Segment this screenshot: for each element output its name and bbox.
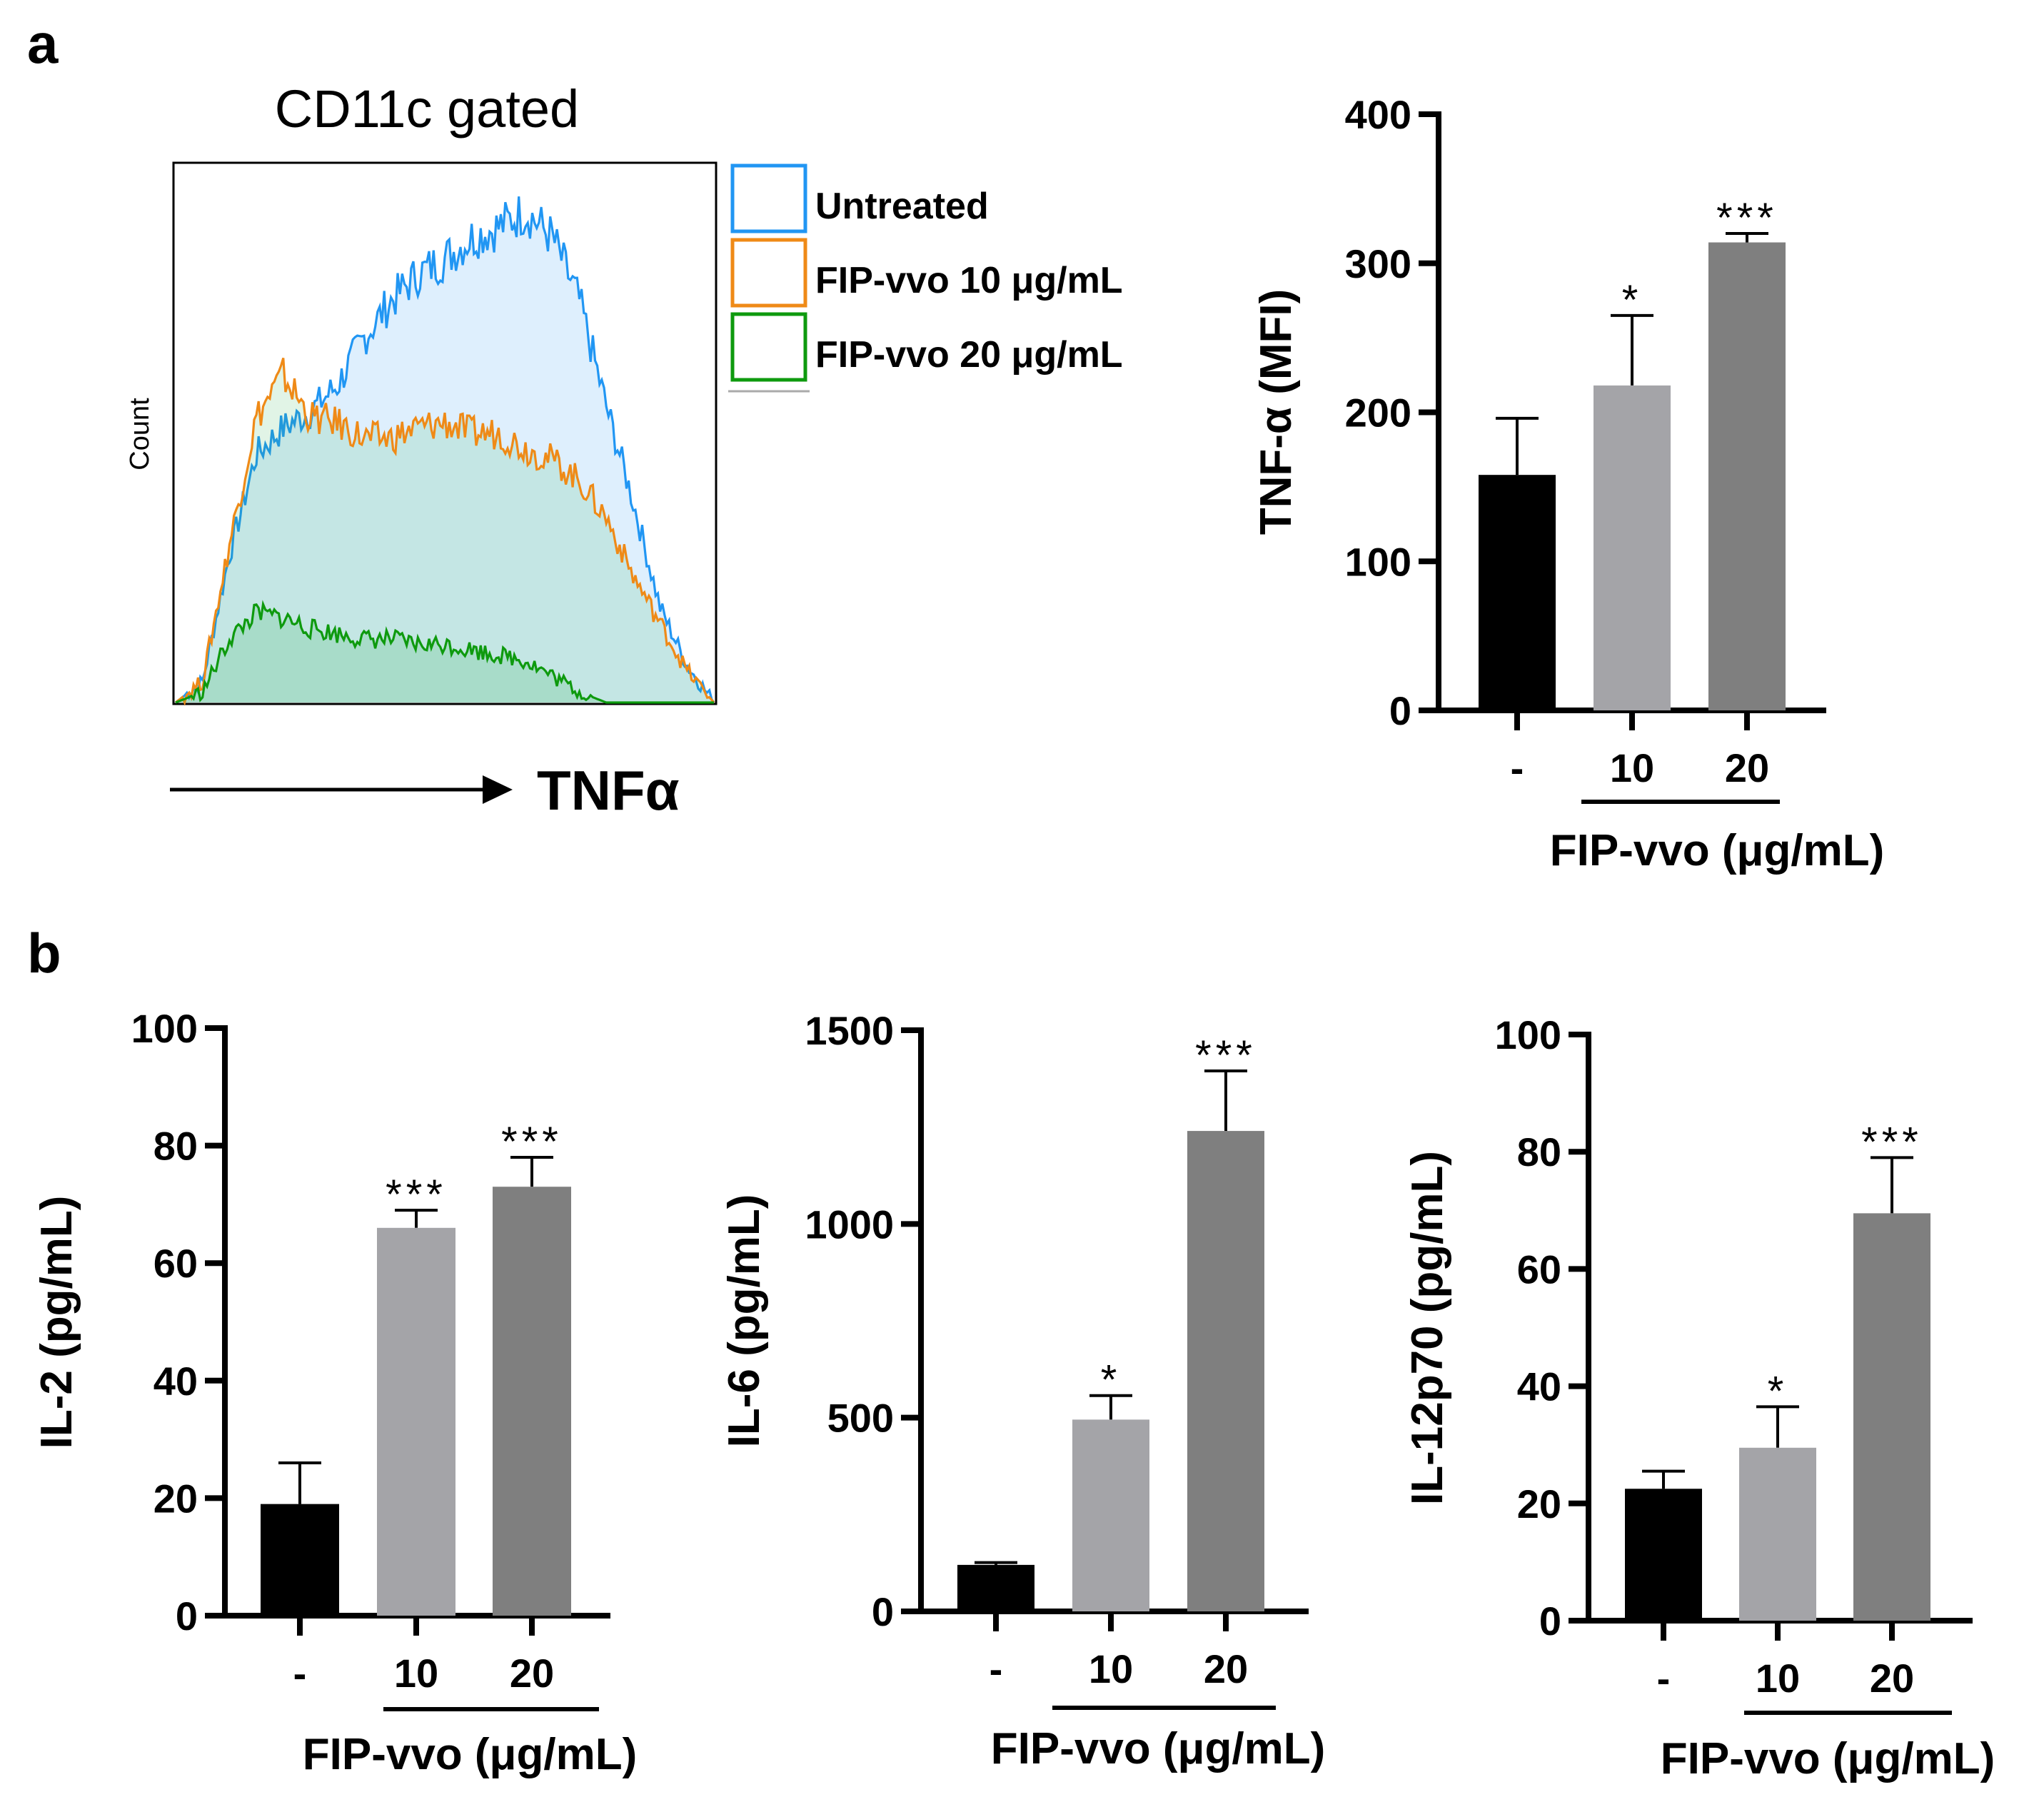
histogram-panel: CD11c gated Count Untreated FIP-vvo 10 μg… xyxy=(125,79,1123,822)
il2-x-tick-label-2: 20 xyxy=(510,1651,554,1696)
il2-y-tick-label-4: 80 xyxy=(153,1124,198,1169)
il6-significance-1: * xyxy=(1101,1357,1122,1404)
tnf-y-tick-label-1: 100 xyxy=(1345,539,1411,584)
il2-x-tick-label-0: - xyxy=(293,1651,307,1696)
il6-bar-1 xyxy=(1072,1419,1149,1611)
il2-x-tick-label-1: 10 xyxy=(394,1651,438,1696)
il2-y-tick-label-0: 0 xyxy=(176,1594,198,1639)
il12-y-tick-label-4: 80 xyxy=(1517,1129,1561,1174)
il12-x-label: FIP-vvo (μg/mL) xyxy=(1661,1734,1995,1783)
panel-a-label: a xyxy=(27,12,59,75)
il12-y-tick-label-0: 0 xyxy=(1539,1599,1561,1644)
il6-y-tick-label-1: 500 xyxy=(827,1396,894,1441)
il12-y-tick-label-5: 100 xyxy=(1495,1012,1561,1057)
il6-bar-2 xyxy=(1187,1131,1264,1611)
il6-x-tick-label-1: 10 xyxy=(1089,1646,1133,1691)
il6-x-tick-label-0: - xyxy=(990,1646,1003,1691)
il2-y-tick-label-2: 40 xyxy=(153,1359,198,1404)
il2-bar-1 xyxy=(377,1227,455,1616)
tnf-y-label: TNF-α (MFI) xyxy=(1252,289,1301,535)
il2-y-tick-label-5: 100 xyxy=(131,1006,198,1051)
tnf-y-tick-label-0: 0 xyxy=(1389,688,1411,733)
histogram-areas xyxy=(174,196,715,706)
tnf-y-tick-label-4: 400 xyxy=(1345,92,1411,137)
il12-bar-0 xyxy=(1625,1489,1702,1621)
tnf-chart: 0 100 200 300 400 - 10 * 20 *** FIP-vvo (μg/mL) TNF… xyxy=(1252,92,1884,875)
il6-y-tick-label-0: 0 xyxy=(872,1589,894,1634)
il2-chart: 0 20 40 60 80 100 - 10 *** 20 *** FIP-vvo (μg/mL) IL… xyxy=(32,1006,637,1779)
il6-bar-0 xyxy=(957,1564,1034,1611)
histogram-line-3 xyxy=(175,600,714,704)
histogram-line-2 xyxy=(174,358,715,706)
il2-y-label: IL-2 (pg/mL) xyxy=(32,1196,81,1449)
tnf-bar-1 xyxy=(1594,385,1671,710)
legend-swatch-1 xyxy=(730,163,807,233)
il12-x-tick-label-1: 10 xyxy=(1756,1656,1800,1701)
il6-x-label: FIP-vvo (μg/mL) xyxy=(991,1724,1325,1773)
il12-y-tick-label-2: 40 xyxy=(1517,1364,1561,1409)
il12-y-tick-label-1: 20 xyxy=(1517,1481,1561,1526)
panel-b-label: b xyxy=(27,922,61,985)
il6-significance-2: *** xyxy=(1195,1032,1257,1079)
il2-y-tick-label-3: 60 xyxy=(153,1241,198,1286)
tnf-significance-2: *** xyxy=(1716,195,1778,241)
il2-bar-0 xyxy=(261,1504,339,1616)
il12-significance-1: * xyxy=(1768,1368,1788,1414)
histogram-title: CD11c gated xyxy=(275,79,579,139)
histogram-x-label: TNFα xyxy=(537,759,680,822)
legend-swatch-3 xyxy=(730,312,807,382)
histogram-y-label: Count xyxy=(125,398,155,470)
il2-significance-2: *** xyxy=(501,1119,563,1165)
tnf-x-tick-label-1: 10 xyxy=(1610,745,1654,790)
histogram-fill-3 xyxy=(176,604,714,703)
il2-significance-1: *** xyxy=(386,1172,447,1218)
il12-y-tick-label-3: 60 xyxy=(1517,1247,1561,1292)
il12-y-label: IL-12p70 (pg/mL) xyxy=(1403,1151,1452,1505)
legend-label-3: FIP-vvo 20 μg/mL xyxy=(815,334,1123,376)
tnf-y-tick-label-3: 300 xyxy=(1345,241,1411,286)
legend-label-1: Untreated xyxy=(815,186,989,227)
histogram-line-1 xyxy=(174,196,715,704)
il6-chart: 0 500 1000 1500 - 10 * 20 *** FIP-vvo (μg/mL) IL-6… xyxy=(720,1008,1325,1773)
tnf-x-label: FIP-vvo (μg/mL) xyxy=(1550,826,1884,875)
il6-y-label: IL-6 (pg/mL) xyxy=(720,1194,769,1448)
legend-swatch-2 xyxy=(730,238,807,308)
il12-x-tick-label-0: - xyxy=(1657,1656,1671,1701)
il2-x-label: FIP-vvo (μg/mL) xyxy=(303,1730,637,1779)
il2-y-tick-label-1: 20 xyxy=(153,1476,198,1521)
il12-bar-1 xyxy=(1739,1447,1816,1621)
il12-bar-2 xyxy=(1853,1213,1930,1621)
il6-y-tick-label-3: 1500 xyxy=(805,1008,894,1053)
tnf-x-tick-label-2: 20 xyxy=(1725,745,1769,790)
histogram-legend: Untreated FIP-vvo 10 μg/mL FIP-vvo 20 μg/m… xyxy=(728,163,1123,393)
legend-label-2: FIP-vvo 10 μg/mL xyxy=(815,260,1123,301)
tnf-bar-0 xyxy=(1479,475,1556,710)
il12-chart: 0 20 40 60 80 100 - 10 * 20 *** FIP-vvo (μg/mL) IL-1… xyxy=(1403,1012,1995,1783)
histogram-x-arrow-head xyxy=(483,775,513,804)
il2-bar-2 xyxy=(493,1187,571,1616)
tnf-y-tick-label-2: 200 xyxy=(1345,391,1411,436)
il12-significance-2: *** xyxy=(1861,1119,1923,1165)
histogram-fill-2 xyxy=(176,358,714,703)
histogram-frame xyxy=(172,161,718,705)
il12-x-tick-label-2: 20 xyxy=(1870,1656,1914,1701)
il6-x-tick-label-2: 20 xyxy=(1204,1646,1248,1691)
tnf-x-tick-label-0: - xyxy=(1511,745,1524,790)
histogram-fill-1 xyxy=(176,196,714,703)
tnf-significance-1: * xyxy=(1622,277,1643,323)
il6-y-tick-label-2: 1000 xyxy=(805,1202,894,1247)
tnf-bar-2 xyxy=(1708,242,1786,710)
